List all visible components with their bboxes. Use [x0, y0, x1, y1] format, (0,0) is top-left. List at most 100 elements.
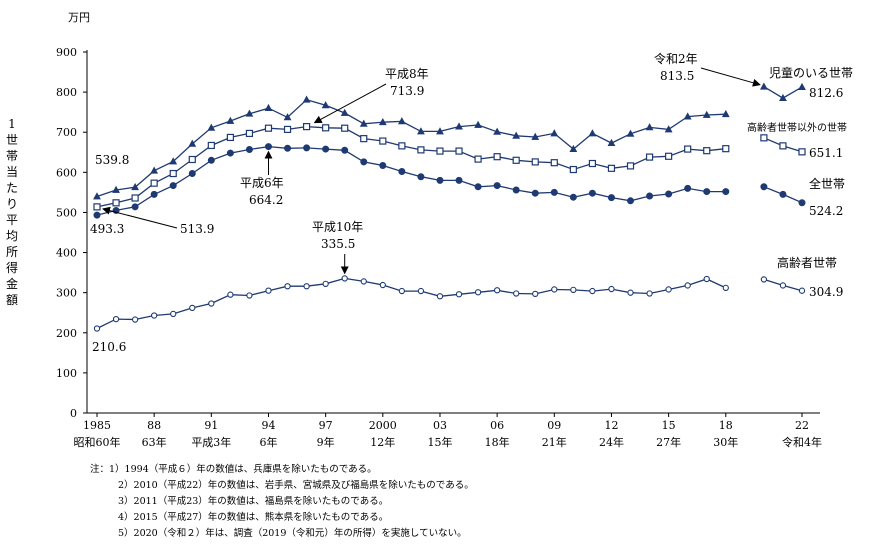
axes: 0 100 200 300 400 500 600 700 800 900 万円 1 世帯当たり平均所得…	[6, 11, 822, 449]
y-tick-label: 900	[56, 46, 77, 59]
y-axis-label-char: た	[6, 181, 18, 195]
x-tick-sublabel: 18年	[485, 435, 510, 449]
data-point-open-circle	[722, 284, 729, 292]
data-point-circle	[207, 156, 215, 164]
data-point-open-circle	[570, 286, 577, 294]
data-point-open-circle	[208, 300, 215, 307]
data-point-square	[207, 141, 215, 150]
data-point-circle	[303, 144, 311, 152]
data-point-open-circle	[131, 316, 139, 323]
data-point-open-circle	[265, 287, 272, 294]
data-point-triangle	[455, 122, 463, 130]
x-tick-label: 94	[261, 419, 275, 432]
data-point-square	[283, 125, 292, 134]
data-point-square	[417, 146, 425, 154]
data-point-square	[550, 159, 558, 167]
data-point-triangle	[150, 166, 159, 174]
x-tick-label: 88	[147, 419, 161, 432]
data-point-square	[436, 147, 444, 155]
data-point-triangle	[531, 132, 540, 140]
data-point-square	[684, 145, 692, 153]
unit-label: 万円	[68, 11, 90, 24]
data-point-square	[493, 153, 501, 161]
data-point-square	[569, 165, 577, 174]
data-point-square	[150, 179, 158, 187]
label-539-8: 539.8	[95, 153, 129, 167]
data-point-square	[665, 152, 673, 160]
data-point-open-circle	[779, 282, 787, 289]
data-point-open-circle	[665, 286, 672, 293]
data-point-open-circle	[474, 289, 482, 296]
data-point-square	[341, 124, 349, 132]
data-point-square	[245, 129, 254, 138]
series-layer	[93, 82, 806, 332]
label-nonelderly-households: 高齢者世帯以外の世帯	[747, 121, 847, 134]
data-point-triangle	[702, 110, 711, 118]
data-point-triangle	[131, 182, 140, 191]
x-tick-sublabel: 30年	[713, 435, 738, 449]
label-nonelderly-end-value: 651.1	[809, 146, 843, 160]
label-210-6: 210.6	[92, 340, 126, 354]
y-axis-label-char: 世	[6, 133, 18, 147]
data-point-circle	[455, 176, 463, 184]
data-point-open-circle	[513, 290, 520, 297]
y-axis-label-char: 得	[6, 260, 18, 275]
data-point-open-circle	[760, 276, 768, 283]
label-h10-year: 平成10年	[312, 220, 363, 234]
data-point-open-circle	[303, 283, 310, 290]
data-point-circle	[169, 182, 177, 190]
y-axis-label-char: り	[6, 197, 18, 211]
data-point-triangle	[112, 185, 120, 193]
data-point-open-circle	[703, 275, 710, 283]
arrow-h8	[313, 83, 387, 124]
data-point-open-circle	[379, 281, 386, 289]
data-point-triangle	[340, 108, 349, 116]
data-point-triangle	[321, 101, 330, 109]
label-h6-year: 平成6年	[240, 176, 284, 190]
label-elderly-households: 高齢者世帯	[777, 255, 837, 270]
annotations: 539.8 493.3 513.9 210.6 平成8年 713.9 平成6年 664.2 平成…	[90, 51, 853, 354]
data-point-triangle	[550, 129, 559, 137]
data-point-circle	[379, 162, 387, 170]
data-point-circle	[588, 189, 596, 197]
data-point-circle	[322, 145, 330, 153]
y-tick-label: 300	[56, 287, 77, 300]
data-point-open-circle	[398, 287, 406, 295]
series-3	[93, 275, 806, 332]
data-point-square	[264, 124, 273, 132]
data-point-triangle	[626, 129, 635, 137]
data-point-open-circle	[189, 304, 196, 312]
data-point-circle	[703, 188, 711, 196]
y-axis-label-char: 帯	[6, 149, 18, 163]
data-point-circle	[474, 183, 482, 191]
data-point-circle	[512, 186, 520, 194]
data-point-circle	[607, 194, 615, 202]
x-tick-sublabel: 9年	[317, 435, 335, 449]
x-tick-sublabel: 21年	[542, 435, 567, 449]
data-point-circle	[684, 184, 692, 192]
data-point-triangle	[302, 95, 311, 103]
data-point-square	[703, 147, 711, 155]
label-r2-value: 813.5	[660, 69, 694, 83]
data-point-triangle	[607, 138, 616, 146]
data-point-square	[645, 153, 654, 161]
x-tick-label: 1985	[83, 419, 111, 432]
data-point-circle	[245, 145, 253, 153]
label-h10-value: 335.5	[321, 237, 355, 251]
data-point-triangle	[93, 192, 101, 200]
y-tick-label: 400	[56, 247, 77, 260]
data-point-circle	[188, 170, 196, 178]
data-point-open-circle	[589, 287, 596, 295]
data-point-square	[226, 133, 234, 142]
data-point-circle	[131, 203, 139, 211]
data-point-square	[302, 123, 311, 131]
data-point-triangle	[417, 127, 425, 135]
data-point-triangle	[359, 119, 368, 127]
data-point-square	[322, 124, 330, 132]
data-point-triangle	[207, 123, 216, 131]
x-tick-sublabel: 27年	[656, 435, 681, 449]
data-point-circle	[531, 189, 539, 197]
x-tick-label: 2000	[369, 419, 397, 432]
x-tick-label: 97	[319, 419, 333, 432]
